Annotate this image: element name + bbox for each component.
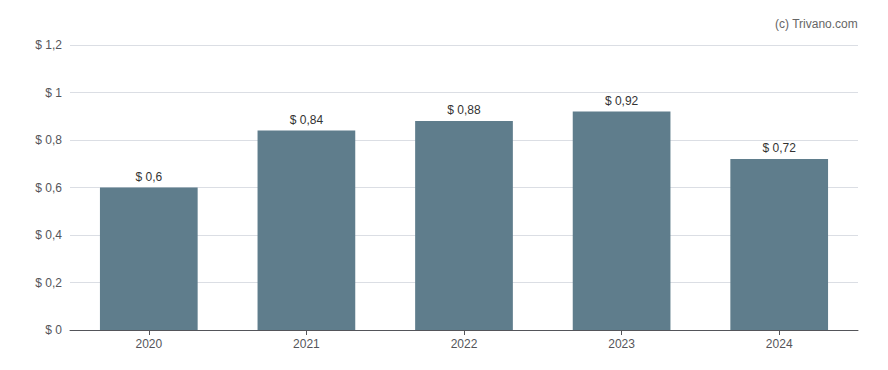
- svg-text:$ 0,6: $ 0,6: [35, 181, 62, 195]
- svg-text:$ 0,2: $ 0,2: [35, 276, 62, 290]
- svg-text:$ 0,8: $ 0,8: [35, 133, 62, 147]
- svg-text:2024: 2024: [766, 337, 793, 351]
- svg-text:$ 0,4: $ 0,4: [35, 228, 62, 242]
- svg-text:$ 0,84: $ 0,84: [290, 113, 324, 127]
- svg-text:$ 0,92: $ 0,92: [605, 94, 639, 108]
- svg-text:(c) Trivano.com: (c) Trivano.com: [775, 17, 858, 31]
- svg-text:$ 1: $ 1: [45, 86, 62, 100]
- svg-text:2023: 2023: [608, 337, 635, 351]
- svg-text:$ 0: $ 0: [45, 323, 62, 337]
- svg-text:2021: 2021: [293, 337, 320, 351]
- svg-text:2022: 2022: [451, 337, 478, 351]
- svg-text:$ 1,2: $ 1,2: [35, 38, 62, 52]
- svg-text:$ 0,72: $ 0,72: [763, 141, 797, 155]
- svg-text:2020: 2020: [135, 337, 162, 351]
- svg-text:$ 0,6: $ 0,6: [135, 170, 162, 184]
- svg-text:$ 0,88: $ 0,88: [447, 103, 481, 117]
